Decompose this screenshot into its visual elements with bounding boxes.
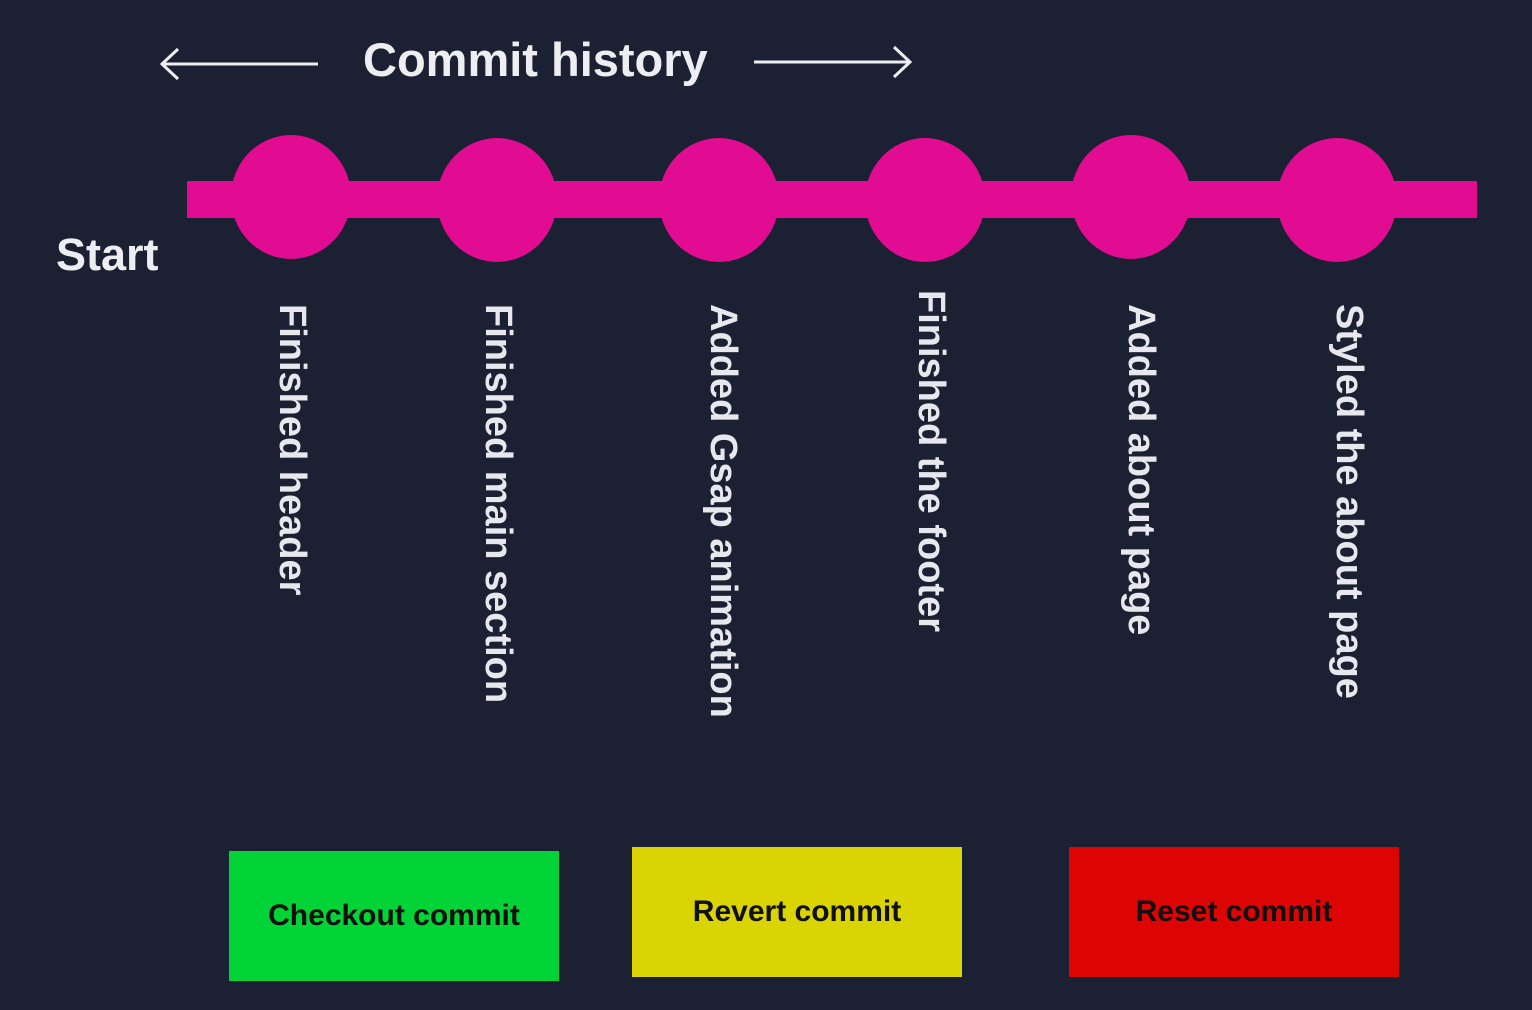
timeline-bar	[187, 181, 1477, 218]
timeline-start-label: Start	[56, 229, 159, 280]
reset-commit-button[interactable]: Reset commit	[1069, 847, 1399, 977]
commit-label: Added about page	[1120, 304, 1162, 636]
commit-node[interactable]	[231, 135, 351, 259]
arrow-right-icon	[754, 45, 913, 79]
commit-node[interactable]	[865, 138, 985, 262]
arrow-left-icon	[159, 47, 318, 81]
commit-label: Finished main section	[477, 304, 519, 704]
commit-label: Styled the about page	[1328, 304, 1370, 699]
commit-label: Finished the footer	[910, 290, 952, 632]
commit-node[interactable]	[1071, 135, 1191, 259]
commit-node[interactable]	[437, 138, 557, 262]
commit-node[interactable]	[659, 138, 779, 262]
commit-node[interactable]	[1277, 138, 1397, 262]
revert-commit-button[interactable]: Revert commit	[632, 847, 962, 977]
diagram-title: Commit history	[363, 33, 708, 86]
commit-label: Added Gsap animation	[702, 304, 744, 718]
commit-label: Finished header	[271, 304, 313, 596]
checkout-commit-button[interactable]: Checkout commit	[229, 851, 559, 981]
